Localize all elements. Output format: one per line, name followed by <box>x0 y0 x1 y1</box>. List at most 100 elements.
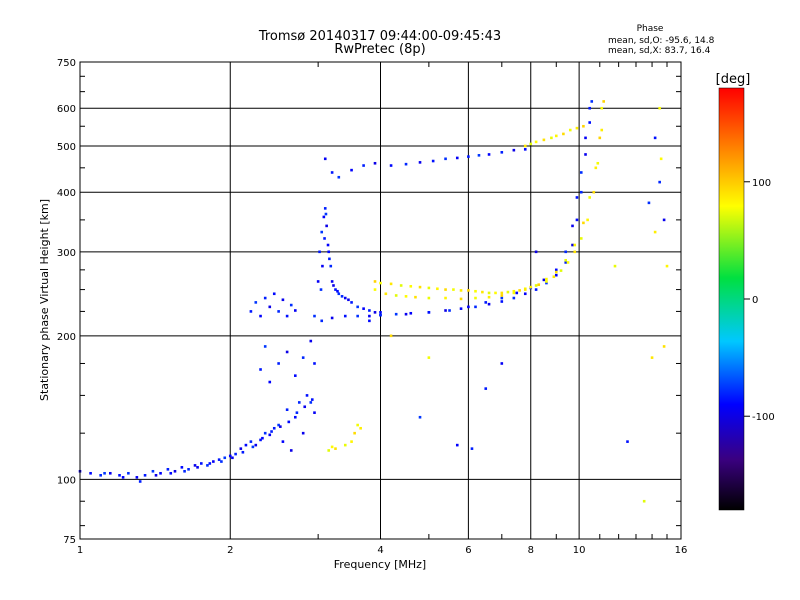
data-point-x <box>596 161 600 165</box>
data-point-o <box>263 345 267 348</box>
data-point-o <box>427 311 431 314</box>
data-points <box>78 100 669 503</box>
data-point-o <box>217 458 221 461</box>
data-point-x <box>418 285 422 289</box>
data-point-x <box>512 291 516 295</box>
data-point-o <box>249 440 253 443</box>
data-point-o <box>470 447 474 450</box>
data-point-x <box>487 295 491 299</box>
colorbar <box>718 87 745 511</box>
data-point-o <box>459 307 463 310</box>
data-point-x <box>359 426 362 430</box>
data-point-o <box>309 339 313 343</box>
data-point-o <box>484 301 488 304</box>
data-point-o <box>127 471 130 475</box>
data-point-o <box>313 362 316 365</box>
data-point-o <box>474 305 477 309</box>
data-point-x <box>562 132 565 136</box>
data-point-x <box>662 345 666 348</box>
data-point-x <box>566 261 570 264</box>
data-point-x <box>394 294 398 297</box>
data-point-o <box>337 175 341 179</box>
data-point-o <box>404 312 408 316</box>
data-point-o <box>263 296 267 300</box>
data-point-o <box>313 411 316 414</box>
data-point-x <box>506 290 510 294</box>
phase-stats-x: mean, sd,X: 83.7, 16.4 <box>608 46 711 56</box>
data-point-o <box>259 368 262 371</box>
data-point-o <box>487 302 491 306</box>
data-point-o <box>108 471 112 475</box>
data-point-o <box>200 462 203 465</box>
data-point-o <box>99 474 102 477</box>
data-point-o <box>334 288 337 291</box>
data-point-x <box>518 289 521 292</box>
data-point-o <box>187 467 190 471</box>
data-point-o <box>320 230 324 234</box>
data-point-x <box>598 136 602 140</box>
data-point-x <box>588 196 591 199</box>
data-point-o <box>340 295 344 298</box>
data-point-o <box>500 296 504 300</box>
data-point-o <box>324 212 328 216</box>
data-point-x <box>573 250 577 254</box>
data-point-o <box>554 273 558 277</box>
data-point-o <box>500 151 504 154</box>
data-point-o <box>294 309 297 312</box>
data-point-o <box>180 466 184 469</box>
data-point-x <box>600 128 604 132</box>
chart-title: Tromsø 20140317 09:44:00-09:45:43 <box>258 29 501 44</box>
data-point-o <box>285 350 289 354</box>
data-point-x <box>427 296 431 300</box>
data-point-o <box>329 264 333 268</box>
data-point-o <box>330 316 334 320</box>
data-point-o <box>270 430 273 433</box>
data-point-o <box>350 168 353 172</box>
colorbar-tick-label: 100 <box>752 178 771 189</box>
data-point-o <box>287 420 291 424</box>
colorbar-ticks: 100 0 -100 <box>744 178 775 423</box>
data-point-o <box>418 161 422 164</box>
data-point-x <box>467 289 470 292</box>
data-point-o <box>241 450 245 454</box>
data-point-x <box>534 284 538 287</box>
data-point-x <box>500 294 504 297</box>
data-point-o <box>196 466 199 469</box>
data-point-o <box>169 471 173 475</box>
data-point-o <box>337 292 341 296</box>
data-point-o <box>579 171 583 174</box>
data-point-x <box>409 284 413 288</box>
data-point-o <box>542 278 546 282</box>
phase-stats-o: mean, sd,O: -95.6, 14.8 <box>608 36 715 46</box>
data-point-o <box>418 415 422 419</box>
data-point-x <box>523 144 527 148</box>
data-point-o <box>477 154 481 157</box>
data-point-o <box>362 307 365 310</box>
data-point-o <box>268 433 272 437</box>
data-point-o <box>626 440 629 443</box>
data-point-o <box>534 288 538 291</box>
data-point-o <box>289 449 293 452</box>
data-point-o <box>326 243 330 247</box>
data-point-o <box>220 460 223 463</box>
data-point-o <box>103 471 106 475</box>
data-point-o <box>89 471 92 475</box>
data-point-o <box>272 426 276 430</box>
data-point-x <box>353 431 356 435</box>
y-tick-label: 400 <box>57 188 76 199</box>
data-point-o <box>212 460 215 463</box>
data-point-o <box>409 311 413 315</box>
data-point-o <box>515 291 519 295</box>
data-point-x <box>343 443 347 447</box>
data-point-x <box>474 289 477 293</box>
data-point-o <box>467 155 470 158</box>
data-point-o <box>534 250 538 254</box>
data-point-o <box>285 314 289 318</box>
data-point-o <box>368 319 371 323</box>
y-tick-label: 500 <box>57 142 76 153</box>
data-point-o <box>444 309 447 312</box>
data-point-o <box>259 314 262 318</box>
data-point-o <box>223 456 227 460</box>
y-tick-label: 75 <box>63 535 76 546</box>
